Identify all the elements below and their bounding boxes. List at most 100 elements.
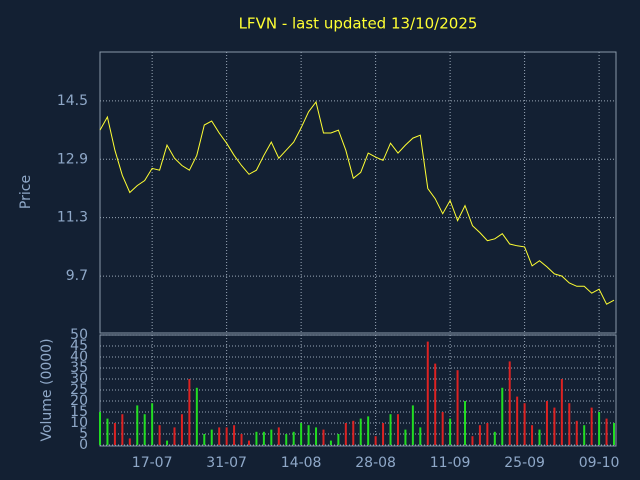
price-line [99,100,615,305]
volume-bar [538,429,541,445]
volume-bar [531,425,534,445]
volume-bar [471,436,474,445]
volume-axis-label: Volume (0000) [39,338,55,441]
volume-bar [240,434,243,445]
volume-bar [166,440,169,445]
volume-bar [411,405,414,445]
volume-tick-label: 10 [70,415,88,431]
volume-bar [203,434,206,445]
volume-bar [113,423,116,445]
volume-bar [583,425,586,445]
chart-title: LFVN - last updated 13/10/2025 [239,15,478,33]
volume-bar [523,403,526,445]
volume-tick-label: 45 [70,338,88,354]
y-tick-label: 12.9 [57,151,88,167]
volume-bar [396,414,399,445]
x-tick-label: 11-09 [430,455,471,471]
volume-bar [605,418,608,445]
y-axis-label: Price [18,175,34,209]
volume-bar [516,396,519,445]
volume-bar [136,405,139,445]
volume-bar [613,423,615,445]
volume-bar [404,429,407,445]
x-tick-label: 09-10 [579,455,620,471]
volume-bar [173,427,176,445]
volume-bar [568,403,571,445]
volume-bar [233,425,236,445]
volume-bar [247,440,250,445]
volume-bar [225,427,228,445]
x-tick-label: 14-08 [281,455,322,471]
x-tick-label: 17-07 [132,455,173,471]
volume-bar [180,414,183,445]
volume-bar [389,414,392,445]
volume-bar [322,429,325,445]
volume-bar [106,418,109,445]
volume-tick-label: 30 [70,371,88,387]
volume-bar [501,387,504,445]
volume-bar [352,420,355,445]
volume-tick-label: 20 [70,393,88,409]
volume-bar [545,401,548,445]
volume-tick-label: 25 [70,382,88,398]
y-tick-label: 14.5 [57,93,88,109]
volume-tick-label: 0 [79,437,88,453]
volume-bar [359,418,362,445]
x-tick-label: 28-08 [355,455,396,471]
volume-bar [508,361,511,445]
x-tick-label: 25-09 [504,455,545,471]
y-tick-label: 11.3 [57,210,88,226]
volume-tick-label: 15 [70,404,88,420]
volume-bar [218,427,221,445]
volume-bar [307,425,310,445]
volume-bar [575,420,578,445]
volume-bar [464,401,467,445]
volume-bar [188,379,191,445]
x-tick-label: 31-07 [206,455,247,471]
volume-bar [553,407,556,445]
volume-bar [456,370,459,445]
volume-bar [426,341,429,445]
volume-bar [270,429,273,445]
volume-bar [441,412,444,445]
volume-bar [99,412,101,445]
volume-bar [434,363,437,445]
volume-bar [285,434,288,445]
price-panel [99,51,617,334]
volume-bar [158,425,161,445]
volume-bar [315,427,318,445]
volume-bar [419,427,422,445]
volume-bar [367,416,370,445]
volume-bar [121,414,124,445]
volume-bar [478,425,481,445]
volume-bar [300,423,303,445]
volume-bar [292,431,295,445]
volume-bar [255,431,258,445]
volume-bar [449,418,452,445]
volume-bar [337,434,340,445]
volume-bar [277,427,280,445]
volume-bar [344,423,347,445]
volume-bar [128,438,131,445]
volume-bar [560,379,563,445]
volume-bar [262,431,265,445]
y-tick-label: 9.7 [66,268,88,284]
volume-tick-label: 35 [70,360,88,376]
volume-bar [493,431,496,445]
volume-tick-label: 5 [79,426,88,442]
volume-bar [210,429,213,445]
volume-bar [486,423,489,445]
volume-bar [151,403,154,445]
volume-bar [382,423,385,445]
volume-tick-label: 40 [70,349,88,365]
volume-bar [598,412,601,445]
volume-bar [590,407,593,445]
volume-bar [374,436,377,445]
volume-bar [195,387,198,445]
volume-tick-label: 50 [70,327,88,343]
volume-bar [329,440,332,445]
volume-bar [143,414,146,445]
